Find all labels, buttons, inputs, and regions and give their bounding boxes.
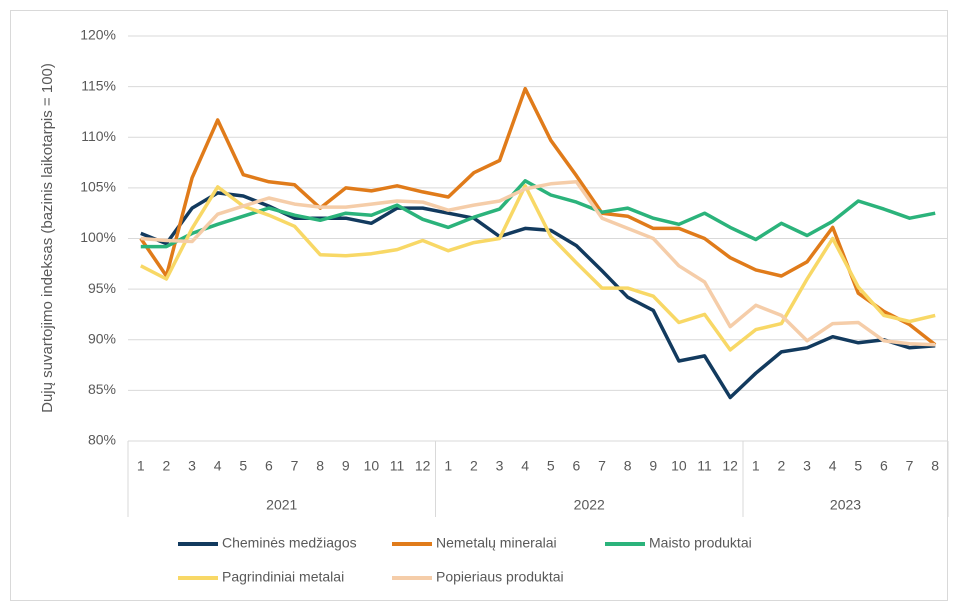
- x-tick-label: 6: [573, 458, 581, 474]
- y-tick-label: 105%: [80, 179, 116, 195]
- x-tick-label: 5: [547, 458, 555, 474]
- x-tick-label: 2: [163, 458, 171, 474]
- x-tick-label: 4: [214, 458, 222, 474]
- x-tick-label: 3: [496, 458, 504, 474]
- x-tick-label: 10: [671, 458, 687, 474]
- x-tick-label: 7: [291, 458, 299, 474]
- series-line: [139, 184, 936, 352]
- x-tick-label: 8: [931, 458, 939, 474]
- x-tick-label: 8: [624, 458, 632, 474]
- x-tick-label: 11: [697, 458, 712, 474]
- x-tick-label: 2: [778, 458, 786, 474]
- y-tick-label: 95%: [88, 280, 116, 296]
- x-tick-label: 9: [649, 458, 657, 474]
- legend-label: Nemetalų mineralai: [436, 535, 557, 551]
- y-axis-label: Dujų suvartojimo indeksas (bazinis laiko…: [39, 63, 56, 413]
- x-tick-label: 8: [316, 458, 324, 474]
- x-tick-label: 10: [364, 458, 380, 474]
- x-tick-label: 1: [137, 458, 145, 474]
- series-line: [139, 86, 937, 347]
- x-tick-label: 12: [415, 458, 431, 474]
- x-tick-label: 5: [239, 458, 247, 474]
- x-tick-label: 6: [265, 458, 273, 474]
- x-tick-label: 7: [906, 458, 914, 474]
- year-label: 2023: [830, 497, 861, 513]
- legend-label: Popieriaus produktai: [436, 569, 564, 585]
- x-tick-label: 12: [722, 458, 738, 474]
- year-label: 2021: [266, 497, 297, 513]
- legend-label: Maisto produktai: [649, 535, 752, 551]
- x-tick-label: 6: [880, 458, 888, 474]
- x-tick-label: 3: [803, 458, 811, 474]
- series-line: [140, 180, 936, 347]
- y-tick-label: 80%: [88, 432, 116, 448]
- x-tick-label: 1: [444, 458, 452, 474]
- x-tick-label: 4: [829, 458, 837, 474]
- year-label: 2022: [574, 497, 605, 513]
- legend-label: Cheminės medžiagos: [222, 535, 357, 551]
- x-tick-label: 9: [342, 458, 350, 474]
- x-tick-label: 1: [752, 458, 760, 474]
- x-tick-label: 2: [470, 458, 478, 474]
- y-tick-label: 90%: [88, 330, 116, 346]
- y-tick-label: 85%: [88, 381, 116, 397]
- x-tick-label: 4: [521, 458, 529, 474]
- chart-frame: [10, 10, 948, 601]
- y-tick-label: 100%: [80, 229, 116, 245]
- y-tick-label: 115%: [81, 77, 116, 93]
- x-tick-label: 5: [854, 458, 862, 474]
- x-tick-label: 7: [598, 458, 606, 474]
- y-tick-label: 110%: [81, 128, 116, 144]
- x-tick-label: 3: [188, 458, 196, 474]
- y-tick-label: 120%: [80, 27, 116, 43]
- legend-label: Pagrindiniai metalai: [222, 569, 344, 585]
- x-tick-label: 11: [390, 458, 405, 474]
